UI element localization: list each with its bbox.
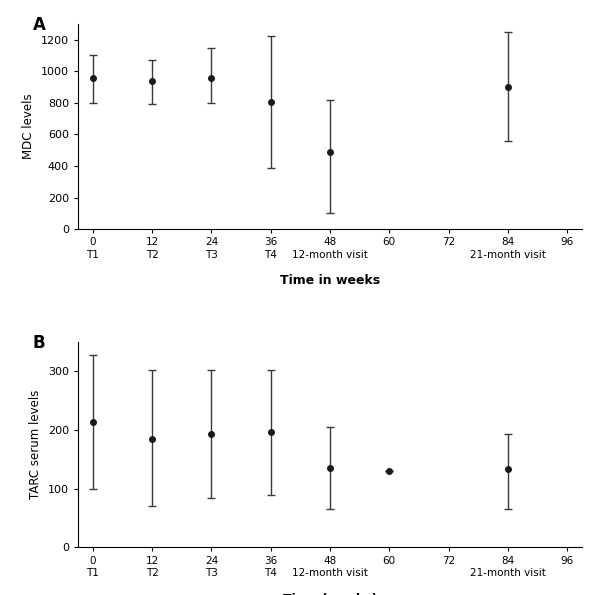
Y-axis label: TARC serum levels: TARC serum levels (29, 390, 42, 499)
Text: Time (weeks): Time (weeks) (283, 593, 377, 595)
Text: T1: T1 (86, 568, 99, 578)
Text: 36: 36 (264, 556, 277, 566)
Text: 84: 84 (501, 556, 515, 566)
Text: 12: 12 (145, 556, 159, 566)
Text: A: A (32, 15, 46, 33)
Text: 84: 84 (501, 237, 515, 248)
Text: 12: 12 (145, 237, 159, 248)
Text: 60: 60 (383, 556, 396, 566)
Text: 48: 48 (323, 556, 337, 566)
Text: T3: T3 (205, 568, 218, 578)
Text: 36: 36 (264, 237, 277, 248)
Y-axis label: MDC levels: MDC levels (22, 93, 35, 159)
Text: B: B (32, 334, 45, 352)
Text: Time in weeks: Time in weeks (280, 274, 380, 287)
Text: 72: 72 (442, 237, 455, 248)
Text: 21-month visit: 21-month visit (470, 568, 546, 578)
Text: 48: 48 (323, 237, 337, 248)
Text: T2: T2 (146, 250, 158, 259)
Text: 60: 60 (383, 237, 396, 248)
Text: 24: 24 (205, 556, 218, 566)
Text: T4: T4 (264, 250, 277, 259)
Text: 72: 72 (442, 556, 455, 566)
Text: 0: 0 (89, 556, 96, 566)
Text: 96: 96 (560, 237, 574, 248)
Text: 12-month visit: 12-month visit (292, 250, 368, 259)
Text: T3: T3 (205, 250, 218, 259)
Text: 96: 96 (560, 556, 574, 566)
Text: 0: 0 (89, 237, 96, 248)
Text: 21-month visit: 21-month visit (470, 250, 546, 259)
Text: 12-month visit: 12-month visit (292, 568, 368, 578)
Text: 24: 24 (205, 237, 218, 248)
Text: T2: T2 (146, 568, 158, 578)
Text: T1: T1 (86, 250, 99, 259)
Text: T4: T4 (264, 568, 277, 578)
